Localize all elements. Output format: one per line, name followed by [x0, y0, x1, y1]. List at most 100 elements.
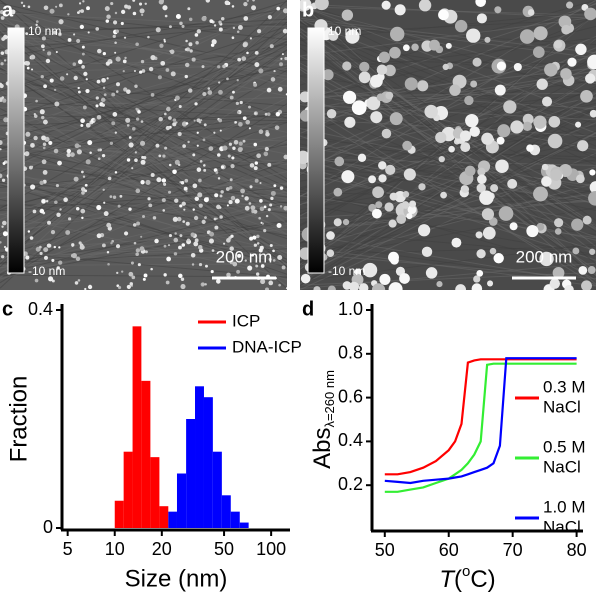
particle — [100, 97, 106, 103]
particle — [178, 245, 182, 250]
particle — [357, 153, 367, 162]
particle — [495, 159, 509, 173]
particle — [313, 286, 321, 290]
particle — [578, 265, 588, 275]
particle — [85, 159, 91, 165]
particle — [2, 231, 8, 237]
x-tick-label: 10 — [105, 539, 125, 559]
particle — [481, 132, 494, 145]
particle — [81, 45, 85, 49]
particle — [97, 157, 101, 161]
particle — [175, 14, 181, 20]
particle — [577, 140, 589, 152]
scan-line — [0, 65, 287, 140]
particle — [198, 263, 203, 267]
x-tick-label: 70 — [503, 540, 523, 560]
particle — [27, 5, 31, 9]
particle — [550, 169, 562, 181]
particle — [205, 0, 211, 3]
scan-line — [0, 36, 287, 97]
scan-line — [0, 202, 287, 276]
legend-label: NaCl — [543, 457, 581, 476]
particle — [345, 117, 352, 124]
scan-line — [0, 21, 287, 225]
particle — [112, 195, 117, 199]
particle — [202, 138, 206, 142]
particle — [264, 112, 268, 116]
particle — [258, 216, 261, 220]
particle — [479, 190, 494, 205]
particle — [381, 0, 391, 10]
particle — [232, 90, 235, 94]
particle — [203, 123, 207, 127]
particle — [197, 192, 203, 198]
particle — [161, 198, 166, 203]
particle — [104, 6, 110, 12]
particle — [102, 188, 105, 191]
particle — [509, 222, 518, 231]
particle — [1, 225, 4, 228]
particle — [96, 79, 101, 84]
particle — [184, 178, 189, 183]
particle — [189, 49, 193, 53]
particle — [358, 71, 371, 84]
particle — [172, 216, 178, 222]
particle — [125, 117, 131, 123]
particle — [191, 263, 195, 266]
particle — [84, 189, 88, 193]
particle — [476, 183, 486, 193]
particle — [111, 121, 116, 126]
particle — [53, 245, 57, 249]
particle — [208, 238, 214, 244]
legend-label: ICP — [232, 311, 260, 330]
particle — [154, 238, 159, 244]
particle — [198, 244, 203, 250]
particle — [30, 165, 34, 168]
particle — [202, 91, 207, 97]
particle — [155, 143, 160, 148]
scan-line — [0, 160, 287, 188]
particle — [184, 48, 188, 51]
x-axis-unit: ( — [454, 566, 462, 593]
particle — [196, 167, 202, 172]
particle — [256, 242, 260, 245]
particle — [552, 267, 565, 279]
particle — [438, 155, 445, 163]
particle — [138, 2, 143, 6]
particle — [185, 190, 188, 193]
particle — [1, 96, 5, 99]
particle — [139, 70, 143, 74]
histogram-bar — [203, 397, 213, 528]
particle — [77, 90, 81, 94]
scan-line — [0, 139, 287, 275]
particle — [59, 76, 65, 81]
particle — [30, 142, 35, 148]
particle — [257, 29, 262, 34]
x-tick-label: 60 — [439, 540, 459, 560]
particle — [78, 144, 82, 148]
particle — [170, 71, 176, 77]
scan-line — [300, 5, 596, 147]
particle — [259, 181, 262, 185]
particle — [53, 148, 59, 154]
particle — [215, 170, 219, 174]
y-tick-label: 0.6 — [338, 386, 363, 406]
particle — [266, 87, 272, 93]
particle — [140, 180, 145, 185]
particle — [50, 229, 56, 235]
particle — [258, 68, 264, 74]
particle — [548, 115, 561, 128]
particle — [179, 21, 183, 26]
particle — [282, 28, 287, 34]
particle — [267, 112, 271, 116]
particle — [232, 261, 238, 267]
x-tick-label: 5 — [63, 539, 73, 559]
particle — [55, 184, 60, 188]
particle — [277, 86, 283, 92]
particle — [122, 59, 127, 64]
scan-line — [300, 13, 596, 270]
particle — [585, 73, 596, 84]
particle — [111, 239, 114, 243]
particle — [198, 203, 203, 208]
particle — [139, 8, 145, 14]
